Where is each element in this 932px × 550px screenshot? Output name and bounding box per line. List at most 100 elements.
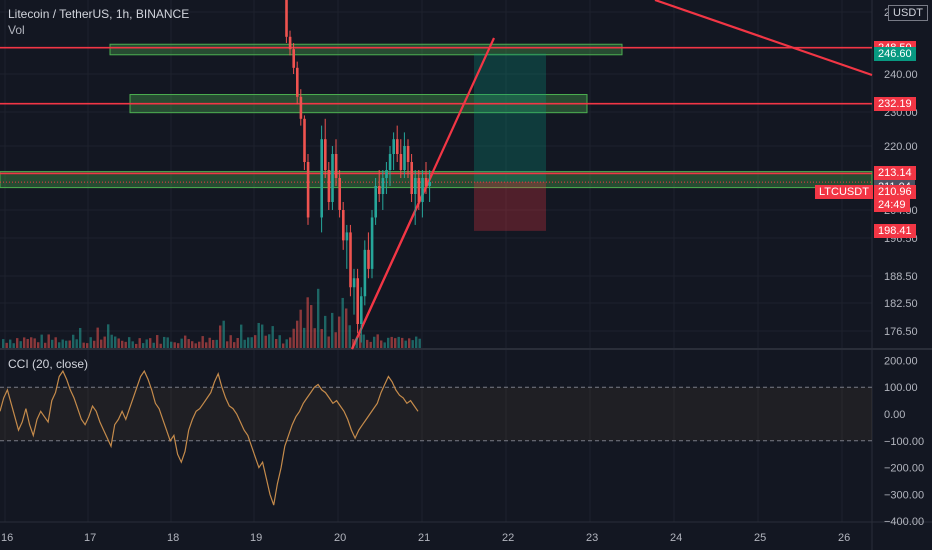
candle-body: [342, 210, 345, 241]
candle-body: [414, 178, 417, 194]
cci-tick-label: −200.00: [884, 463, 924, 475]
volume-bar: [194, 343, 197, 348]
candle-body: [378, 186, 381, 194]
candle-body: [360, 296, 363, 324]
volume-bar: [292, 328, 295, 348]
volume-bar: [142, 343, 145, 348]
candle-body: [392, 139, 395, 154]
volume-bar: [303, 327, 306, 348]
volume-bar: [275, 338, 278, 348]
long-position-tool[interactable]: [474, 53, 546, 231]
volume-bar: [72, 334, 75, 348]
volume-bar: [404, 340, 407, 348]
time-tick-label: 19: [250, 532, 262, 544]
candle-body: [320, 139, 323, 218]
symbol-title[interactable]: Litecoin / TetherUS, 1h, BINANCE: [8, 7, 190, 21]
volume-bar: [19, 341, 22, 348]
volume-bar: [61, 339, 64, 348]
volume-bar: [394, 338, 397, 348]
volume-bar: [369, 341, 372, 348]
volume-bar: [30, 337, 33, 348]
volume-bar: [128, 337, 131, 348]
volume-bar: [145, 339, 148, 348]
volume-bar: [313, 328, 316, 348]
volume-bar: [334, 332, 337, 348]
volume-bar: [408, 338, 411, 348]
volume-bars: [2, 288, 421, 348]
candle-body: [292, 49, 295, 68]
volume-bar: [40, 334, 43, 348]
volume-bar: [278, 335, 281, 348]
candle-body: [331, 154, 334, 202]
candle-body: [381, 178, 385, 194]
volume-bar: [418, 338, 421, 348]
volume-bar: [222, 320, 225, 348]
candle-body: [428, 182, 431, 186]
price-label: 246.60: [874, 46, 916, 61]
volume-bar: [5, 342, 8, 348]
price-label: 210.96: [874, 185, 916, 200]
volume-bar: [341, 297, 344, 348]
zone-3: [0, 171, 873, 189]
candle-body: [352, 278, 356, 288]
volume-bar: [257, 322, 260, 348]
zone-1: [109, 43, 623, 56]
candle-body: [399, 154, 403, 170]
volume-bar: [75, 339, 78, 348]
price-label: LTCUSDT: [815, 185, 873, 200]
price-tick-label: 176.50: [884, 326, 918, 338]
volume-bar: [51, 339, 54, 348]
currency-badge[interactable]: USDT: [888, 5, 928, 21]
candle-body: [388, 154, 392, 170]
volume-bar: [359, 334, 362, 348]
volume-bar: [163, 336, 166, 348]
volume-bar: [110, 334, 113, 348]
volume-bar: [219, 325, 222, 348]
volume-bar: [233, 342, 236, 348]
volume-bar: [411, 340, 414, 348]
volume-bar: [26, 339, 29, 348]
candle-body: [324, 139, 327, 170]
time-tick-label: 25: [754, 532, 766, 544]
volume-bar: [306, 297, 309, 348]
price-tick-label: 188.50: [884, 271, 918, 283]
volume-bar: [37, 342, 40, 348]
volume-bar: [65, 340, 68, 348]
volume-bar: [296, 320, 299, 348]
volume-bar: [362, 334, 365, 348]
candle-body: [349, 232, 352, 288]
trendline-down: [654, 0, 873, 77]
volume-bar: [383, 342, 386, 348]
candle-body: [363, 249, 367, 297]
volume-bar: [236, 337, 239, 348]
volume-bar: [212, 339, 215, 348]
time-tick-label: 16: [1, 532, 13, 544]
volume-bar: [310, 305, 313, 348]
volume-bar: [114, 336, 117, 348]
volume-bar: [366, 339, 369, 348]
volume-bar: [100, 339, 103, 348]
volume-bar: [93, 340, 96, 348]
volume-bar: [338, 316, 341, 348]
cci-line: [0, 369, 419, 506]
volume-bar: [173, 342, 176, 348]
time-tick-label: 21: [418, 532, 430, 544]
volume-bar: [390, 336, 393, 348]
candle-body: [410, 162, 413, 194]
volume-bar: [180, 338, 183, 348]
volume-bar: [121, 340, 124, 348]
volume-bar: [149, 338, 152, 348]
candle-body: [417, 178, 421, 202]
cci-legend[interactable]: CCI (20, close): [8, 357, 89, 371]
volume-bar: [247, 337, 250, 348]
volume-bar: [44, 342, 47, 348]
price-tick-label: 182.50: [884, 298, 918, 310]
cci-pane: [0, 369, 872, 506]
volume-bar: [191, 341, 194, 348]
volume-legend[interactable]: Vol: [8, 23, 25, 37]
price-label: 213.14: [874, 166, 916, 181]
volume-bar: [240, 324, 243, 348]
volume-bar: [103, 336, 106, 348]
volume-bar: [380, 340, 383, 348]
